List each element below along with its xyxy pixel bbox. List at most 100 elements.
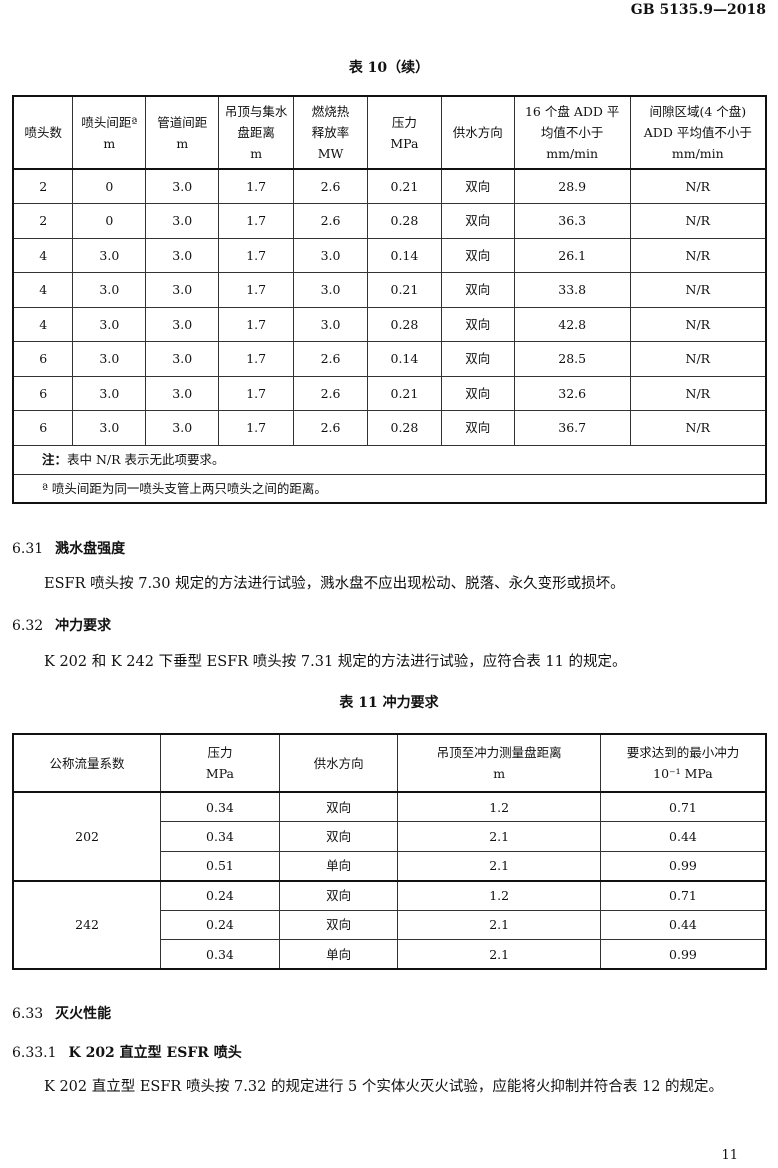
table-cell: 0.71 — [599, 880, 767, 911]
table-cell: 3.0 — [293, 272, 368, 308]
column-header: 管道间距 m — [145, 95, 220, 170]
table-cell: 4 — [12, 272, 74, 308]
table-cell: 0.34 — [160, 939, 280, 970]
note-text: 表中 N/R 表示无此项要求。 — [67, 452, 225, 467]
table-cell: 1.2 — [397, 791, 601, 822]
table-row: 4 3.0 3.0 1.7 3.0 0.14 双向 26.1 N/R — [12, 237, 767, 273]
table-cell: 2.6 — [293, 341, 368, 377]
table-cell: 3.0 — [145, 272, 220, 308]
table-cell: 1.7 — [218, 410, 295, 446]
table-row: 0.51 单向 2.1 0.99 — [13, 850, 767, 881]
note-label: 注： — [42, 452, 68, 467]
column-header: 压力 MPa — [366, 95, 442, 170]
table-cell: 2.6 — [293, 168, 368, 204]
table-cell: 0.28 — [366, 410, 442, 446]
table-cell: 2.1 — [397, 821, 601, 852]
table-cell: 3.0 — [293, 306, 368, 342]
table-cell: 3.0 — [145, 410, 220, 446]
table-cell: 0.99 — [599, 850, 767, 881]
table-cell: 3.0 — [72, 237, 147, 273]
table-11: 公称流量系数 压力 MPa 供水方向 吊顶至冲力测量盘距离 m 要求达到的最小冲力 10… — [12, 733, 767, 970]
table-cell: 2.1 — [397, 939, 601, 970]
column-header: 压力 MPa — [160, 733, 280, 793]
table-cell: 0 — [72, 168, 147, 204]
table-cell: 1.7 — [218, 168, 295, 204]
flow-coefficient-cell: 202 — [12, 791, 162, 881]
table-cell: 0.21 — [366, 168, 442, 204]
table-cell: 6 — [12, 341, 74, 377]
table-cell: 4 — [12, 306, 74, 342]
table-cell: 1.7 — [218, 237, 295, 273]
section-6-32: 6.32 冲力要求 — [12, 615, 111, 635]
table-row: 0.24 双向 2.1 0.44 — [13, 909, 767, 940]
column-header: 供水方向 — [440, 95, 515, 170]
table-cell: 42.8 — [513, 306, 631, 342]
table-cell: 0.24 — [160, 909, 280, 940]
table-cell: 36.7 — [513, 410, 631, 446]
column-header: 吊顶至冲力测量盘距离 m — [397, 733, 601, 793]
column-header: 要求达到的最小冲力 10⁻¹ MPa — [599, 733, 767, 793]
table-row: 4 3.0 3.0 1.7 3.0 0.28 双向 42.8 N/R — [12, 306, 767, 342]
table-cell: 双向 — [440, 306, 515, 342]
table-cell: 双向 — [278, 880, 399, 911]
table-cell: 3.0 — [72, 410, 147, 446]
table-cell: 3.0 — [72, 272, 147, 308]
table-cell: 26.1 — [513, 237, 631, 273]
table-cell: 3.0 — [145, 237, 220, 273]
section-number: 6.31 — [12, 541, 44, 557]
table-cell: N/R — [629, 341, 767, 377]
table-cell: 1.7 — [218, 272, 295, 308]
table-cell: N/R — [629, 410, 767, 446]
table-cell: 0.21 — [366, 272, 442, 308]
table-cell: 2 — [12, 203, 74, 239]
table-note: 注：表中 N/R 表示无此项要求。 — [12, 444, 767, 475]
table-cell: 双向 — [440, 410, 515, 446]
table-row: 6 3.0 3.0 1.7 2.6 0.14 双向 28.5 N/R — [12, 341, 767, 377]
column-header: 间隙区域(4 个盘) ADD 平均值不小于 mm/min — [629, 95, 767, 170]
table-cell: 1.2 — [397, 880, 601, 911]
table-cell: 双向 — [440, 237, 515, 273]
table-cell: 单向 — [278, 850, 399, 881]
table-row: 2 0 3.0 1.7 2.6 0.28 双向 36.3 N/R — [12, 203, 767, 239]
table-cell: 2.6 — [293, 410, 368, 446]
table-cell: 双向 — [440, 341, 515, 377]
table-cell: 3.0 — [145, 168, 220, 204]
table-row: 2 0 3.0 1.7 2.6 0.21 双向 28.9 N/R — [12, 168, 767, 204]
section-6-33: 6.33 灭火性能 — [12, 1003, 111, 1023]
table-cell: 0.34 — [160, 821, 280, 852]
table-row: 202 0.34 双向 1.2 0.71 — [12, 791, 767, 881]
table-cell: 6 — [12, 410, 74, 446]
section-6-31: 6.31 溅水盘强度 — [12, 538, 125, 558]
note-row: 注：表中 N/R 表示无此项要求。 — [12, 444, 767, 475]
table-cell: 双向 — [440, 375, 515, 411]
table-footnote: ª 喷头间距为同一喷头支管上两只喷头之间的距离。 — [12, 473, 767, 504]
column-header: 喷头数 — [12, 95, 74, 170]
table-cell: 36.3 — [513, 203, 631, 239]
table-row: 6 3.0 3.0 1.7 2.6 0.21 双向 32.6 N/R — [12, 375, 767, 411]
table-cell: 33.8 — [513, 272, 631, 308]
table-cell: 2.6 — [293, 203, 368, 239]
table10-title: 表 10（续） — [348, 60, 430, 76]
footnote-row: ª 喷头间距为同一喷头支管上两只喷头之间的距离。 — [12, 473, 767, 504]
column-header: 公称流量系数 — [12, 733, 162, 793]
section-number: 6.33.1 — [12, 1045, 57, 1061]
table-cell: N/R — [629, 306, 767, 342]
table-row: 6 3.0 3.0 1.7 2.6 0.28 双向 36.7 N/R — [12, 410, 767, 446]
table-row: 0.34 单向 2.1 0.99 — [13, 939, 767, 970]
table-cell: 1.7 — [218, 341, 295, 377]
section-title: 灭火性能 — [55, 1006, 112, 1022]
table-cell: 双向 — [278, 909, 399, 940]
section-title: K 202 直立型 ESFR 喷头 — [68, 1045, 242, 1061]
section-number: 6.33 — [12, 1006, 44, 1022]
section-title: 溅水盘强度 — [55, 541, 126, 557]
table-cell: 2.1 — [397, 850, 601, 881]
table-cell: 0.34 — [160, 791, 280, 822]
section-6-33-1: 6.33.1 K 202 直立型 ESFR 喷头 — [12, 1042, 242, 1062]
table-cell: 4 — [12, 237, 74, 273]
table-cell: 0.14 — [366, 237, 442, 273]
table-cell: 0.99 — [599, 939, 767, 970]
table-cell: 2.1 — [397, 909, 601, 940]
table-cell: 3.0 — [293, 237, 368, 273]
table-cell: 3.0 — [145, 203, 220, 239]
